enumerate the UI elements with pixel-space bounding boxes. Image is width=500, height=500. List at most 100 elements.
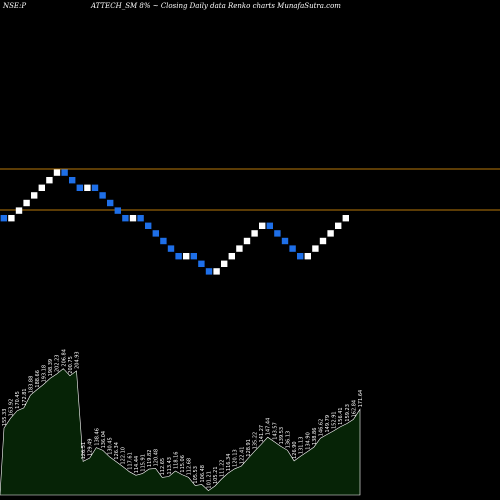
- price-label: 134.90: [305, 432, 311, 450]
- renko-brick-down: [61, 169, 68, 176]
- price-label: 155.33: [2, 409, 8, 427]
- price-label: 146.62: [318, 419, 324, 437]
- price-label: 111.22: [220, 460, 226, 478]
- price-label: 138.86: [312, 428, 318, 446]
- renko-brick-up: [23, 199, 30, 207]
- price-label: 126.34: [114, 442, 120, 460]
- price-label: 147.44: [266, 418, 272, 436]
- price-label: 115.06: [180, 455, 186, 473]
- renko-brick-up: [53, 169, 61, 176]
- renko-brick-down: [274, 230, 281, 237]
- price-label: 139.53: [279, 427, 285, 445]
- price-label: 156.41: [338, 407, 344, 425]
- price-label: 122.41: [239, 447, 245, 464]
- exchange-label: NSE:P: [3, 2, 27, 10]
- price-label: 135.22: [253, 432, 259, 450]
- price-label: 117.61: [127, 452, 133, 470]
- renko-brick-down: [76, 184, 83, 191]
- renko-brick-down: [175, 253, 182, 260]
- price-label: 129.49: [88, 439, 94, 457]
- price-label: 204.93: [75, 351, 81, 369]
- price-label: 126.51: [81, 442, 87, 460]
- price-label: 113.43: [167, 457, 173, 475]
- price-label: 126.90: [292, 441, 298, 459]
- price-label: 131.13: [299, 437, 305, 455]
- renko-brick-down: [137, 215, 144, 222]
- renko-brick-down: [114, 207, 121, 214]
- price-label: 136.04: [101, 431, 107, 449]
- renko-brick-down: [152, 230, 159, 237]
- renko-brick-up: [236, 245, 243, 252]
- renko-brick-up: [335, 222, 342, 229]
- price-label: 206.84: [61, 349, 67, 367]
- price-label: 202.23: [55, 355, 61, 373]
- renko-brick-down: [160, 237, 167, 245]
- price-label: 112.68: [187, 458, 193, 476]
- price-label: 198.39: [48, 359, 54, 377]
- renko-brick-up: [46, 177, 53, 184]
- renko-brick-down: [297, 253, 304, 260]
- renko-brick-down: [190, 253, 197, 260]
- renko-brick-up: [15, 207, 23, 214]
- renko-brick-up: [8, 215, 15, 222]
- renko-brick-up: [342, 215, 349, 222]
- price-label: 172.81: [22, 388, 28, 406]
- price-label: 119.82: [147, 450, 153, 468]
- price-label: 149.79: [325, 415, 331, 433]
- price-label: 116.34: [226, 454, 232, 472]
- renko-brick-down: [0, 215, 8, 222]
- price-label: 105.53: [193, 466, 199, 484]
- renko-brick-up: [221, 260, 228, 267]
- renko-brick-up: [129, 215, 137, 222]
- price-label: 193.18: [42, 365, 48, 383]
- price-label: 128.91: [246, 439, 252, 457]
- renko-brick-up: [84, 184, 91, 191]
- renko-brick-down: [281, 237, 289, 245]
- chart-title: ATTECH_SM 8% ~ Closing Daily data Renko …: [91, 2, 341, 10]
- renko-brick-down: [266, 222, 273, 229]
- price-label: 188.66: [35, 370, 41, 388]
- renko-brick-up: [312, 245, 319, 252]
- renko-brick-down: [69, 177, 76, 184]
- price-label: 130.45: [108, 437, 114, 455]
- price-label: 159.23: [345, 404, 351, 422]
- renko-brick-up: [304, 253, 311, 260]
- renko-brick-up: [183, 253, 190, 260]
- renko-brick-up: [228, 253, 235, 260]
- renko-brick-up: [38, 184, 45, 191]
- price-label: 136.13: [286, 431, 292, 449]
- renko-brick-up: [213, 268, 220, 275]
- renko-brick-down: [167, 245, 175, 252]
- renko-brick-up: [31, 192, 38, 199]
- price-label: 114.44: [134, 456, 140, 474]
- price-label: 170.45: [15, 391, 21, 409]
- price-label: 143.57: [272, 422, 278, 440]
- close-price-area: [0, 368, 361, 496]
- renko-brick-up: [319, 237, 327, 245]
- renko-brick-up: [251, 230, 258, 237]
- price-label: 200.75: [68, 356, 74, 374]
- price-label: 112.65: [160, 458, 166, 476]
- price-label: 183.88: [28, 376, 34, 394]
- price-label: 118.16: [173, 452, 179, 470]
- price-label: 120.13: [233, 449, 239, 467]
- renko-brick-up: [243, 237, 251, 245]
- renko-bricks: [0, 169, 349, 275]
- renko-brick-down: [99, 192, 106, 199]
- price-label: 122.10: [121, 447, 127, 465]
- renko-brick-up: [327, 230, 334, 237]
- price-label: 120.48: [154, 449, 160, 467]
- price-label: 162.84: [351, 400, 357, 418]
- renko-brick-down: [107, 199, 114, 207]
- price-label: 141.27: [259, 425, 265, 443]
- renko-brick-down: [205, 268, 213, 275]
- renko-brick-down: [122, 215, 129, 222]
- price-label: 171.64: [358, 390, 364, 408]
- renko-brick-down: [198, 260, 205, 267]
- price-label: 101.21: [206, 471, 212, 489]
- price-label: 138.46: [94, 428, 100, 446]
- renko-brick-up: [259, 222, 266, 229]
- price-label: 115.91: [140, 454, 146, 472]
